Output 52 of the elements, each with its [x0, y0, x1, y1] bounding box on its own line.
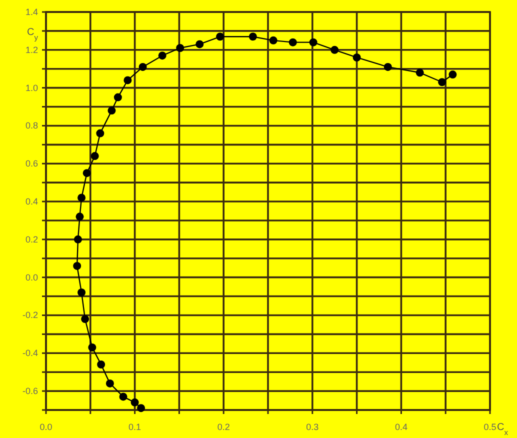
- point: [248, 32, 257, 41]
- y-tick-label: -0.6: [22, 386, 38, 396]
- x-tick-label: 0.4: [394, 422, 408, 432]
- point: [352, 53, 361, 62]
- point: [288, 38, 297, 46]
- point: [108, 106, 116, 115]
- point: [438, 78, 446, 86]
- point: [176, 44, 184, 52]
- point: [138, 62, 147, 71]
- point: [309, 38, 318, 46]
- x-tick-label: 0.5: [484, 422, 496, 432]
- y-tick-label: 0.2: [25, 234, 38, 244]
- y-tick-label: 1.2: [25, 44, 38, 55]
- x-tick-label: 0.1: [128, 422, 142, 432]
- point: [384, 62, 392, 71]
- point: [74, 235, 82, 244]
- point: [416, 68, 424, 77]
- point: [88, 343, 96, 352]
- x-tick-label: 0.0: [40, 422, 52, 432]
- y-tick-label: 0.8: [25, 120, 38, 131]
- point: [78, 288, 86, 296]
- y-tick-label: 1.4: [25, 7, 38, 17]
- y-tick-label: -0.2: [22, 310, 38, 320]
- point: [81, 315, 90, 324]
- point: [330, 46, 339, 54]
- point: [114, 93, 122, 102]
- point: [124, 76, 132, 84]
- point: [106, 379, 114, 388]
- point: [137, 404, 146, 412]
- point: [119, 392, 128, 401]
- point: [76, 212, 84, 221]
- point: [158, 52, 166, 60]
- x-tick-label: 0.2: [217, 422, 230, 432]
- point: [269, 36, 278, 44]
- point: [196, 40, 204, 48]
- y-tick-label: 0.0: [25, 272, 38, 282]
- y-tick-label: 0.6: [25, 158, 38, 169]
- point: [216, 32, 224, 41]
- point: [97, 360, 106, 369]
- y-tick-label: 0.4: [25, 196, 38, 207]
- x-tick-label: 0.3: [306, 422, 319, 432]
- point: [448, 70, 457, 79]
- point: [73, 262, 82, 270]
- y-axis-title: C$_{y}$: [27, 27, 38, 42]
- point: [78, 194, 86, 202]
- y-tick-label: 1.0: [25, 82, 38, 93]
- y-tick-label: -0.4: [22, 348, 38, 358]
- point: [130, 398, 139, 406]
- point: [90, 152, 99, 160]
- point: [96, 129, 104, 138]
- x-axis-title: C$_{x}$: [497, 422, 508, 436]
- point: [82, 169, 91, 178]
